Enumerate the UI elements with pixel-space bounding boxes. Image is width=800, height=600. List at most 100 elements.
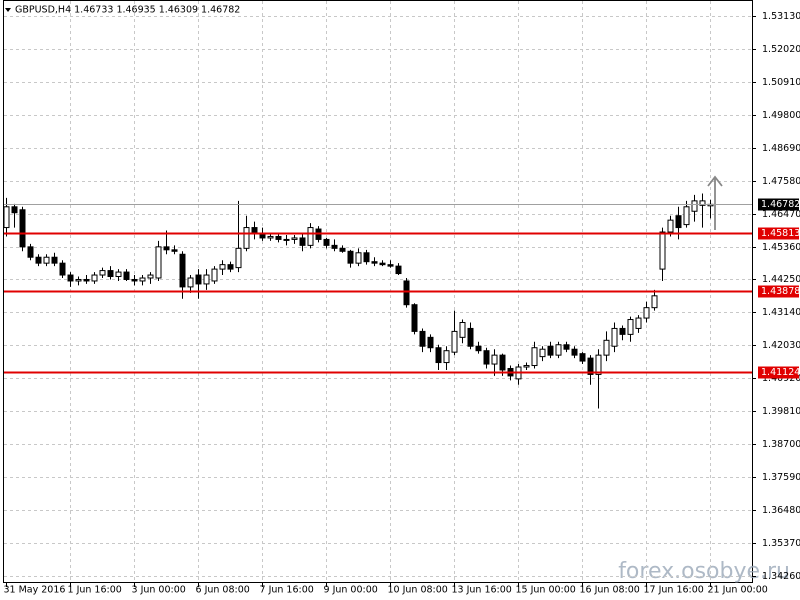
- candle-body: [643, 307, 650, 319]
- candle-body: [155, 246, 162, 279]
- candle-body: [275, 235, 282, 240]
- level-label: 1.45813: [761, 228, 800, 239]
- candle-body: [475, 345, 482, 352]
- candle-body: [211, 268, 218, 282]
- x-tick-label: 15 Jun 00:00: [516, 585, 576, 596]
- candle-body: [451, 330, 458, 353]
- candle-body: [139, 277, 146, 282]
- x-tick-label: 13 Jun 16:00: [452, 585, 512, 596]
- candle-body: [195, 274, 202, 285]
- candle-body: [547, 345, 554, 356]
- candle-body: [563, 344, 570, 350]
- candle-body: [83, 278, 90, 282]
- level-label: 1.43878: [761, 286, 800, 297]
- y-tick-label: 1.37590: [762, 472, 800, 483]
- candle-body: [659, 231, 666, 270]
- x-tick-label: 6 Jun 08:00: [196, 585, 250, 596]
- candle-body: [699, 200, 706, 206]
- y-tick-label: 1.47580: [762, 176, 800, 187]
- candle-body: [459, 322, 466, 338]
- candle-body: [419, 330, 426, 347]
- candle-body: [163, 246, 170, 251]
- candle-body: [131, 278, 138, 282]
- candle-body: [427, 336, 434, 349]
- candle-body: [523, 365, 530, 368]
- candle-body: [187, 277, 194, 288]
- candle-body: [179, 253, 186, 288]
- candle-body: [371, 261, 378, 264]
- y-tick-label: 1.43140: [762, 307, 800, 318]
- chart-title: GBPUSD,H4 1.46733 1.46935 1.46309 1.4678…: [15, 5, 240, 16]
- candle-body: [59, 262, 66, 276]
- candle-body: [203, 274, 210, 285]
- candle-body: [347, 250, 354, 264]
- candle-body: [35, 256, 42, 264]
- candle-body: [339, 247, 346, 252]
- y-tick-label: 1.48690: [762, 143, 800, 154]
- x-tick-label: 31 May 2016: [4, 585, 66, 596]
- menu-triangle: [5, 8, 11, 12]
- candle-body: [403, 280, 410, 306]
- y-tick-label: 1.46470: [762, 209, 800, 220]
- candle-body: [387, 264, 394, 267]
- candle-body: [691, 200, 698, 212]
- y-tick-label: 1.36480: [762, 505, 800, 516]
- x-tick-label: 1 Jun 16:00: [68, 585, 122, 596]
- y-tick-label: 1.53130: [762, 11, 800, 22]
- level-label: 1.41124: [761, 367, 800, 378]
- y-tick-label: 1.42030: [762, 340, 800, 351]
- candle-body: [299, 237, 306, 246]
- x-tick-label: 10 Jun 08:00: [388, 585, 448, 596]
- candle-body: [483, 350, 490, 365]
- candle-body: [363, 252, 370, 263]
- candle-body: [571, 348, 578, 356]
- candle-body: [635, 317, 642, 329]
- candle-body: [355, 252, 362, 264]
- level-box: [758, 227, 799, 240]
- candle-body: [99, 270, 106, 276]
- y-tick-label: 1.49800: [762, 110, 800, 121]
- last-price-label: 1.46782: [761, 199, 800, 210]
- candle-body: [67, 274, 74, 282]
- x-tick-label: 16 Jun 08:00: [580, 585, 640, 596]
- y-tick-label: 1.45360: [762, 242, 800, 253]
- candle-body: [443, 350, 450, 364]
- x-tick-label: 7 Jun 16:00: [260, 585, 314, 596]
- x-tick-label: 17 Jun 16:00: [644, 585, 704, 596]
- level-box: [758, 285, 799, 298]
- candle-body: [627, 319, 634, 335]
- candle-body: [603, 339, 610, 356]
- candle-body: [467, 327, 474, 347]
- candle-body: [291, 237, 298, 240]
- candle-body: [123, 271, 130, 280]
- candle-body: [267, 235, 274, 239]
- level-box: [758, 366, 799, 379]
- candle-body: [579, 353, 586, 362]
- candle-body: [491, 354, 498, 365]
- candle-body: [91, 274, 98, 282]
- candle-body: [651, 295, 658, 309]
- y-tick-label: 1.38700: [762, 439, 800, 450]
- candle-body: [243, 227, 250, 249]
- y-tick-label: 1.35370: [762, 538, 800, 549]
- candle-body: [683, 206, 690, 226]
- candle-body: [411, 304, 418, 332]
- candle-body: [283, 238, 290, 241]
- x-tick-label: 9 Jun 00:00: [324, 585, 378, 596]
- candle-body: [227, 264, 234, 270]
- candle-body: [611, 327, 618, 347]
- candle-body: [379, 262, 386, 266]
- y-tick-label: 1.44250: [762, 274, 800, 285]
- candle-body: [539, 348, 546, 358]
- candle-body: [43, 256, 50, 264]
- candle-body: [115, 271, 122, 278]
- x-tick-label: 3 Jun 00:00: [132, 585, 186, 596]
- candle-body: [107, 270, 114, 278]
- candle-body: [27, 246, 34, 258]
- candle-body: [675, 215, 682, 229]
- y-tick-label: 1.52020: [762, 44, 800, 55]
- candle-body: [435, 347, 442, 364]
- candle-body: [587, 357, 594, 375]
